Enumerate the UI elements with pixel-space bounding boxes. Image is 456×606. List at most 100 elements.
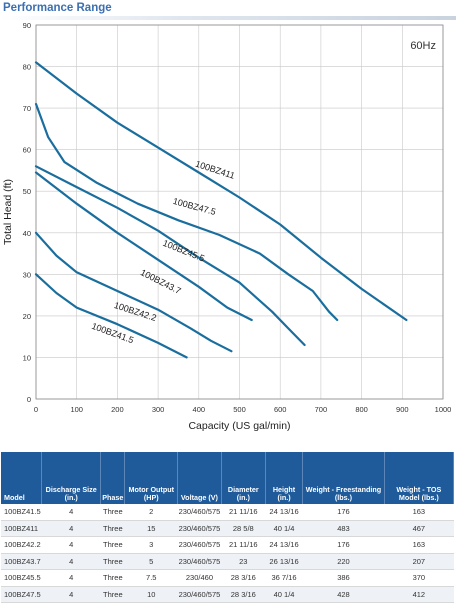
table-cell: 100BZ47.5 bbox=[1, 586, 42, 603]
table-cell: 23 bbox=[221, 553, 266, 570]
table-cell: 176 bbox=[302, 504, 385, 521]
series-label: 100BZ45.5 bbox=[161, 238, 206, 264]
y-tick-label: 0 bbox=[27, 395, 31, 404]
table-cell: 230/460 bbox=[177, 569, 222, 587]
table-cell: 220 bbox=[302, 553, 385, 570]
y-tick-label: 70 bbox=[23, 104, 31, 113]
table-row: 100BZ41.5 4 Three 2 230/460/575 21 11/16 24 13… bbox=[1, 504, 454, 521]
table-cell: 100BZ42.2 bbox=[1, 536, 42, 554]
table-cell: 28 3/16 bbox=[221, 586, 266, 603]
x-tick-label: 1000 bbox=[435, 405, 452, 414]
table-cell: 10 bbox=[124, 586, 178, 603]
table-cell: 428 bbox=[302, 586, 385, 603]
table-cell: 230/460/575 bbox=[177, 553, 222, 570]
column-header: Discharge Size (in.) bbox=[41, 452, 102, 504]
table-cell: 24 13/16 bbox=[265, 536, 303, 554]
table-cell: Three bbox=[100, 569, 125, 587]
table-cell: 26 13/16 bbox=[265, 553, 303, 570]
x-axis-title: Capacity (US gal/min) bbox=[188, 420, 290, 432]
column-header: Weight - TOS Model (lbs.) bbox=[384, 452, 455, 504]
frequency-annotation: 60Hz bbox=[410, 40, 436, 52]
table-cell: 21 11/16 bbox=[221, 536, 266, 554]
table-cell: 24 13/16 bbox=[265, 504, 303, 521]
series-line bbox=[34, 61, 408, 322]
series-line bbox=[34, 171, 253, 322]
column-header: Motor Output (HP) bbox=[124, 452, 179, 504]
table-cell: 100BZ411 bbox=[1, 520, 42, 537]
x-tick-label: 0 bbox=[34, 405, 38, 414]
table-cell: 2 bbox=[124, 504, 178, 521]
table-cell: 412 bbox=[384, 586, 454, 603]
table-cell: 370 bbox=[384, 569, 454, 587]
page-title: Performance Range bbox=[3, 2, 112, 14]
page-header: Performance Range bbox=[0, 0, 456, 22]
table-cell: 28 3/16 bbox=[221, 569, 266, 587]
table-cell: 4 bbox=[41, 504, 101, 521]
y-tick-label: 60 bbox=[23, 146, 31, 155]
performance-chart: 0 100 200 300 400 500 600 700 800 900 1000 0 10 20 30 4… bbox=[2, 21, 452, 432]
table-cell: 5 bbox=[124, 553, 178, 570]
table-row: 100BZ43.7 4 Three 5 230/460/575 23 26 13/16 220… bbox=[1, 553, 454, 570]
table-row: 100BZ42.2 4 Three 3 230/460/575 21 11/16 24 13… bbox=[1, 536, 454, 554]
plot-frame bbox=[35, 24, 444, 400]
x-tick-label: 700 bbox=[315, 405, 328, 414]
table-cell: 40 1/4 bbox=[265, 586, 303, 603]
table-body: 100BZ41.5 4 Three 2 230/460/575 21 11/16 24 13… bbox=[1, 504, 454, 603]
table-cell: 40 1/4 bbox=[265, 520, 303, 537]
table-cell: 483 bbox=[302, 520, 385, 537]
x-tick-label: 500 bbox=[233, 405, 246, 414]
tick-labels: 0 100 200 300 400 500 600 700 800 900 1000 0 10 20 30 4… bbox=[23, 21, 452, 414]
series-line bbox=[34, 102, 339, 322]
table-cell: 386 bbox=[302, 569, 385, 587]
table-row: 100BZ47.5 4 Three 10 230/460/575 28 3/16 40 1/… bbox=[1, 586, 454, 603]
series-label: 100BZ47.5 bbox=[172, 196, 217, 217]
spec-table: Model Discharge Size (in.) Phase Motor Outp… bbox=[1, 452, 455, 603]
series-label: 100BZ41.5 bbox=[90, 321, 135, 345]
column-header: Voltage (V) bbox=[177, 452, 222, 504]
table-cell: 467 bbox=[384, 520, 454, 537]
table-cell: Three bbox=[100, 520, 125, 537]
y-tick-label: 30 bbox=[23, 270, 31, 279]
table-cell: 163 bbox=[384, 504, 454, 521]
series-labels: 100BZ411100BZ47.5100BZ45.5100BZ43.7100BZ… bbox=[90, 159, 236, 346]
x-tick-label: 100 bbox=[70, 405, 83, 414]
table-cell: 230/460/575 bbox=[177, 520, 222, 537]
table-cell: 230/460/575 bbox=[177, 504, 222, 521]
x-tick-label: 600 bbox=[274, 405, 287, 414]
table-cell: 7.5 bbox=[124, 569, 178, 587]
table-cell: 36 7/16 bbox=[265, 569, 303, 587]
table-cell: 100BZ43.7 bbox=[1, 553, 42, 570]
table-cell: 28 5/8 bbox=[221, 520, 266, 537]
series-label: 100BZ411 bbox=[194, 159, 236, 181]
y-tick-label: 20 bbox=[23, 312, 31, 321]
table-cell: 100BZ45.5 bbox=[1, 569, 42, 587]
y-axis-title: Total Head (ft) bbox=[2, 179, 14, 245]
table-cell: 4 bbox=[41, 520, 101, 537]
table-cell: 4 bbox=[41, 553, 101, 570]
y-tick-label: 50 bbox=[23, 187, 31, 196]
y-tick-label: 80 bbox=[23, 63, 31, 72]
column-header: Model bbox=[1, 452, 43, 504]
header-rule bbox=[0, 16, 456, 20]
table-cell: 15 bbox=[124, 520, 178, 537]
column-header: Weight - Freestanding (lbs.) bbox=[302, 452, 385, 504]
table-cell: 4 bbox=[41, 536, 101, 554]
table-cell: 4 bbox=[41, 586, 101, 603]
series-line bbox=[34, 165, 306, 347]
x-tick-label: 800 bbox=[355, 405, 368, 414]
table-cell: Three bbox=[100, 536, 125, 554]
table-cell: Three bbox=[100, 553, 125, 570]
column-header: Phase bbox=[100, 452, 126, 504]
table-cell: 3 bbox=[124, 536, 178, 554]
table-cell: Three bbox=[100, 504, 125, 521]
table-cell: 230/460/575 bbox=[177, 536, 222, 554]
table-cell: 230/460/575 bbox=[177, 586, 222, 603]
x-tick-label: 900 bbox=[396, 405, 409, 414]
series-line bbox=[34, 273, 188, 359]
table-row: 100BZ45.5 4 Three 7.5 230/460 28 3/16 36 7/16 3… bbox=[1, 569, 454, 587]
table-cell: 163 bbox=[384, 536, 454, 554]
y-tick-label: 10 bbox=[23, 353, 31, 362]
table-header-row: Model Discharge Size (in.) Phase Motor Outp… bbox=[1, 452, 455, 504]
table-cell: Three bbox=[100, 586, 125, 603]
x-tick-label: 400 bbox=[193, 405, 206, 414]
